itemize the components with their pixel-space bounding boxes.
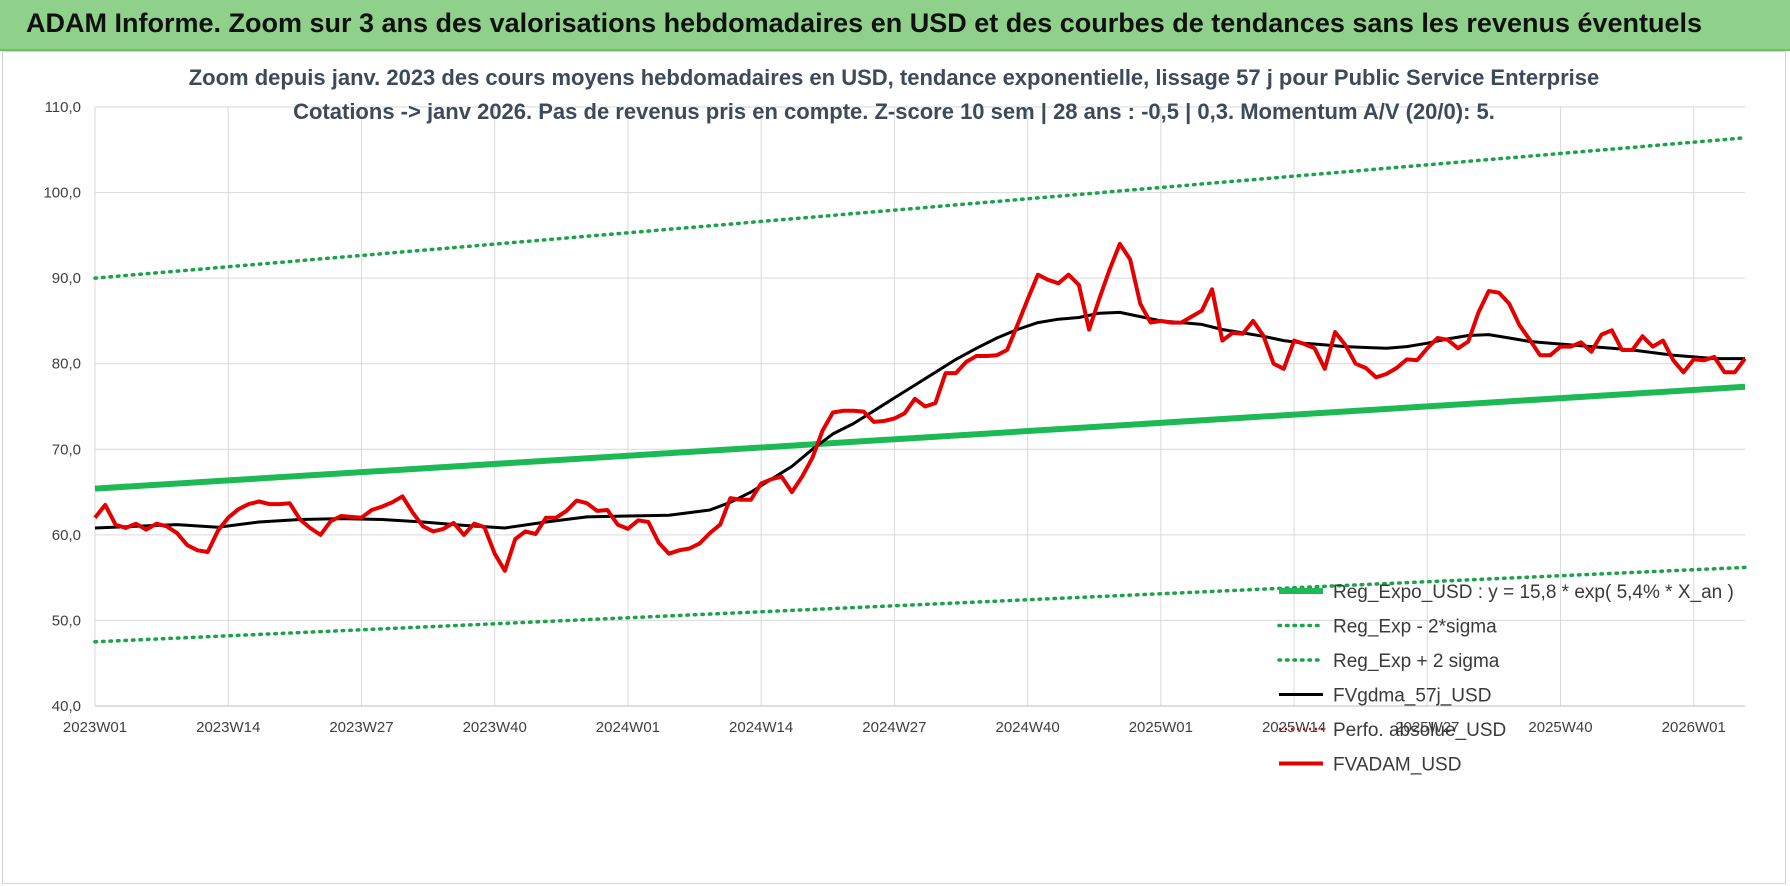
y-tick-label: 110,0 <box>45 99 81 116</box>
series-line-0 <box>94 383 1746 492</box>
legend-entry: FVgdma_57j_USD <box>1333 686 1491 707</box>
x-tick-label: 2024W40 <box>995 719 1059 736</box>
x-tick-label: 2023W01 <box>63 719 127 736</box>
line-chart: 40,0 50,0 60,0 70,0 80,0 90,0 100,0 110,0 2023W0… <box>43 65 1747 776</box>
x-tick-label: 2026W01 <box>1662 719 1726 736</box>
x-tick-label: 2023W14 <box>196 719 260 736</box>
x-tick-label: 2023W40 <box>463 719 527 736</box>
report-banner: ADAM Informe. Zoom sur 3 ans des valoris… <box>0 0 1790 51</box>
y-tick-label: 40,0 <box>52 698 81 715</box>
legend-entry: Reg_Exp + 2 sigma <box>1333 651 1500 672</box>
x-tick-label: 2023W27 <box>329 719 393 736</box>
x-tick-label: 2024W27 <box>862 719 926 736</box>
chart-title-line: Cotations -> janv 2026. Pas de revenus p… <box>293 99 1495 124</box>
x-tick-label: 2025W01 <box>1129 719 1193 736</box>
y-tick-label: 80,0 <box>52 356 81 373</box>
y-tick-label: 50,0 <box>52 612 81 629</box>
series-line-2 <box>93 136 1747 280</box>
series-line-1 <box>93 565 1747 644</box>
legend-entry: Reg_Exp - 2*sigma <box>1333 617 1497 638</box>
series-line-3 <box>94 310 1745 530</box>
y-tick-label: 60,0 <box>52 527 81 544</box>
x-tick-label: 2025W27 <box>1395 719 1459 736</box>
x-tick-label: 2025W14 <box>1262 719 1326 736</box>
x-tick-label: 2024W14 <box>729 719 793 736</box>
legend-entry: Reg_Expo_USD : y = 15,8 * exp( 5,4% * X_… <box>1333 582 1734 603</box>
legend-entry: Perfo. absolue_USD <box>1333 720 1506 741</box>
y-tick-label: 70,0 <box>52 441 81 458</box>
y-tick-label: 100,0 <box>43 185 81 202</box>
x-tick-label: 2024W01 <box>596 719 660 736</box>
series-line-5 <box>93 241 1747 573</box>
chart-title-line: Zoom depuis janv. 2023 des cours moyens … <box>189 65 1600 90</box>
legend-entry: FVADAM_USD <box>1333 755 1461 776</box>
x-tick-label: 2025W40 <box>1528 719 1592 736</box>
chart-frame: 40,0 50,0 60,0 70,0 80,0 90,0 100,0 110,0 2023W0… <box>2 51 1786 884</box>
y-tick-label: 90,0 <box>52 270 81 287</box>
report-title: ADAM Informe. Zoom sur 3 ans des valoris… <box>26 8 1703 38</box>
